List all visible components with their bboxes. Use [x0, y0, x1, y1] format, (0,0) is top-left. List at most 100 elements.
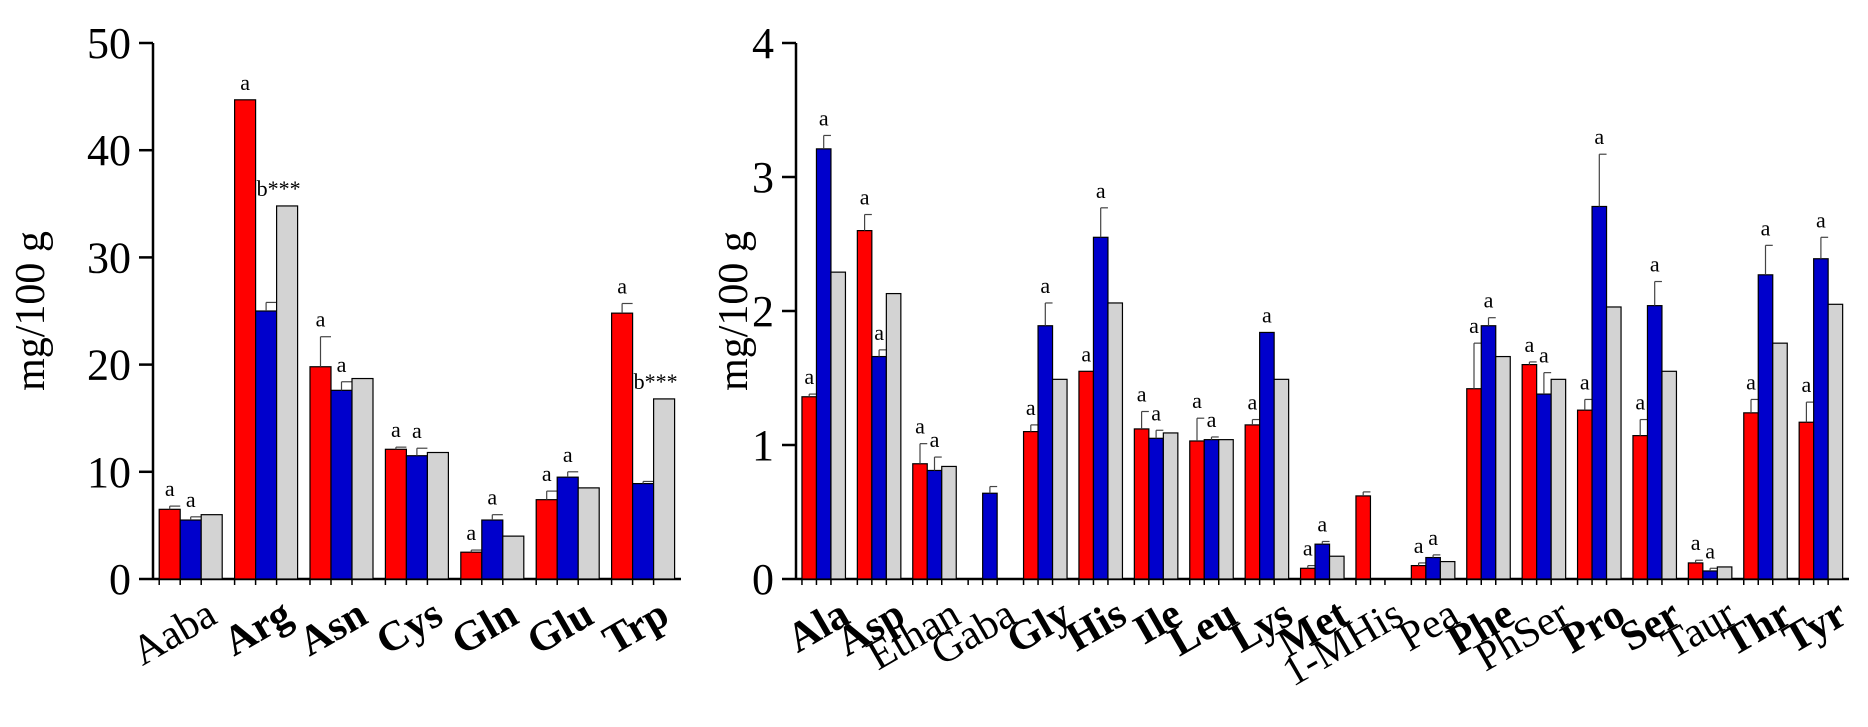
bar-phe-red	[1466, 388, 1482, 580]
bar-asn-gray	[351, 377, 374, 580]
x-category-label-his: His	[1059, 591, 1135, 661]
significance-label: a	[1192, 388, 1202, 413]
significance-label: a	[1484, 288, 1494, 313]
significance-label: a	[1539, 343, 1549, 368]
significance-label: a	[186, 487, 196, 512]
bar-asp-gray	[885, 292, 902, 580]
significance-label: a	[1137, 382, 1147, 407]
bar-met-red	[1299, 567, 1316, 580]
significance-label: a	[412, 418, 422, 443]
bar-ser-blue	[1646, 305, 1663, 580]
significance-label: a	[1026, 395, 1036, 420]
significance-label: a	[1746, 369, 1756, 394]
significance-label: a	[874, 320, 884, 345]
bar-trp-gray	[652, 398, 676, 580]
bar-phe-gray	[1495, 355, 1511, 580]
bar-ethan-gray	[941, 465, 957, 580]
bar-pea-blue	[1425, 556, 1441, 580]
bar-lys-red	[1244, 424, 1261, 580]
x-category-label-tyr: Tyr	[1775, 591, 1854, 663]
bar-trp-red	[610, 312, 634, 580]
bar-thr-gray	[1772, 342, 1788, 580]
significance-label: a	[1816, 207, 1826, 232]
y-axis-label: mg/100 g	[8, 231, 54, 391]
significance-label: a	[1317, 511, 1327, 536]
bar-his-gray	[1107, 302, 1124, 580]
bar-gly-gray	[1051, 378, 1068, 580]
significance-label: a	[930, 427, 940, 452]
significance-label: a	[1414, 533, 1424, 558]
bar-glu-red	[535, 499, 558, 580]
x-category-label-1-mhis: 1-MHis	[1275, 591, 1411, 696]
y-tick-label: 1	[752, 421, 774, 470]
bar-taur-gray	[1716, 566, 1733, 580]
bar-arg-gray	[276, 205, 299, 580]
bar-arg-blue	[255, 310, 278, 580]
y-tick-label: 0	[109, 555, 131, 604]
bar-ethan-red	[912, 463, 928, 580]
significance-label: a	[819, 105, 829, 130]
y-tick-label: 40	[87, 126, 131, 175]
bar-ala-blue	[815, 148, 832, 580]
significance-label: a	[316, 307, 326, 332]
bar-lys-gray	[1273, 378, 1290, 580]
bar-ala-red	[801, 396, 818, 580]
bar-leu-blue	[1203, 439, 1220, 580]
significance-label: a	[240, 70, 250, 95]
bar-gly-blue	[1037, 325, 1054, 580]
bar-met-gray	[1328, 555, 1345, 580]
bar-glu-blue	[556, 476, 579, 580]
bar-taur-red	[1687, 562, 1704, 580]
bar-asp-red	[856, 230, 873, 580]
bar-phser-blue	[1536, 393, 1552, 580]
significance-label: a	[1262, 302, 1272, 327]
significance-label: a	[563, 442, 573, 467]
significance-label: a	[1207, 407, 1217, 432]
significance-label: a	[617, 273, 627, 298]
left-chart: 0 10 20 30 40 50 mg/100 g AabaArgAsnCysGlnGluTr…	[8, 19, 681, 675]
significance-label: a	[1040, 273, 1050, 298]
significance-label: a	[1650, 252, 1660, 277]
bar-phser-red	[1521, 364, 1538, 580]
bar-arg-red	[234, 99, 257, 580]
bar-trp-blue	[631, 482, 655, 580]
bar-gly-red	[1022, 431, 1039, 580]
bar-asn-blue	[330, 389, 353, 580]
bar-pea-red	[1410, 564, 1427, 580]
bar-gaba-blue	[982, 492, 998, 580]
significance-label: b***	[257, 176, 301, 201]
y-tick-label: 2	[752, 287, 774, 336]
significance-label: a	[391, 417, 401, 442]
significance-label: a	[1081, 341, 1091, 366]
significance-label: a	[337, 352, 347, 377]
significance-label: a	[915, 414, 925, 439]
x-category-label-arg: Arg	[216, 591, 300, 666]
significance-label: a	[1151, 400, 1161, 425]
significance-label: a	[1761, 215, 1771, 240]
significance-label: a	[165, 476, 175, 501]
bar-pro-blue	[1591, 205, 1608, 580]
x-category-label-gln: Gln	[444, 591, 526, 665]
bar-ile-blue	[1148, 437, 1164, 580]
bar-gln-blue	[481, 519, 504, 580]
bar-asn-red	[309, 366, 332, 580]
significance-label: a	[1635, 390, 1645, 415]
x-category-label-aaba: Aaba	[124, 591, 224, 675]
significance-label: a	[1594, 124, 1604, 149]
significance-label: a	[1248, 390, 1258, 415]
significance-label: a	[1705, 538, 1715, 563]
y-tick-label: 4	[752, 19, 774, 68]
significance-label: a	[804, 364, 814, 389]
bar-ala-gray	[830, 271, 847, 580]
bar-thr-blue	[1757, 274, 1774, 580]
bar-tyr-red	[1798, 421, 1815, 580]
significance-label: a	[1802, 372, 1812, 397]
bar-gln-red	[460, 551, 483, 580]
bar-aaba-gray	[200, 514, 223, 580]
bar-cys-blue	[405, 455, 428, 580]
bar-ser-red	[1632, 435, 1649, 580]
bar-pro-gray	[1605, 306, 1622, 580]
bar-cys-red	[384, 448, 407, 580]
